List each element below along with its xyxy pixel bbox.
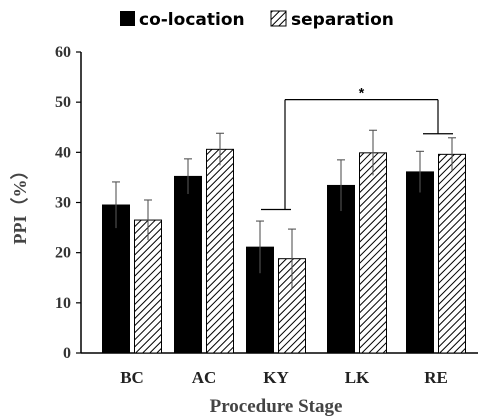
category-label-LK: LK — [345, 368, 370, 387]
x-axis-label: Procedure Stage — [210, 396, 343, 417]
legend: co-location separation — [120, 10, 394, 30]
legend-swatch-co-location — [120, 11, 135, 26]
y-tick-label: 50 — [55, 94, 71, 111]
bars — [102, 148, 466, 354]
y-axis-label: PPI（%） — [10, 162, 30, 245]
y-tick-label: 0 — [63, 345, 71, 362]
category-label-BC: BC — [120, 368, 144, 387]
y-axis-ticks: 0 10 20 30 40 50 60 — [55, 44, 81, 362]
category-label-AC: AC — [192, 368, 217, 387]
bar-separation-AC — [206, 148, 234, 354]
legend-swatch-separation — [270, 10, 287, 27]
bar-co-location-AC — [174, 175, 202, 354]
bar-separation-BC — [134, 219, 162, 354]
x-axis-categories: BC AC KY LK RE — [120, 368, 448, 387]
bar-co-location-RE — [406, 171, 434, 354]
y-tick-label: 60 — [55, 44, 71, 61]
category-label-KY: KY — [263, 368, 289, 387]
bar-separation-RE — [438, 153, 466, 354]
y-tick-label: 30 — [55, 195, 71, 212]
significance-asterisk: * — [359, 85, 365, 101]
category-label-RE: RE — [424, 368, 448, 387]
bar-separation-LK — [359, 152, 387, 354]
legend-label-separation: separation — [291, 10, 394, 30]
y-tick-label: 10 — [55, 295, 71, 312]
legend-label-co-location: co-location — [139, 10, 245, 30]
error-bars — [112, 129, 456, 289]
y-tick-label: 40 — [55, 144, 71, 161]
y-tick-label: 20 — [55, 245, 71, 262]
significance-bracket: * — [261, 85, 453, 211]
bar-co-location-BC — [102, 204, 130, 354]
